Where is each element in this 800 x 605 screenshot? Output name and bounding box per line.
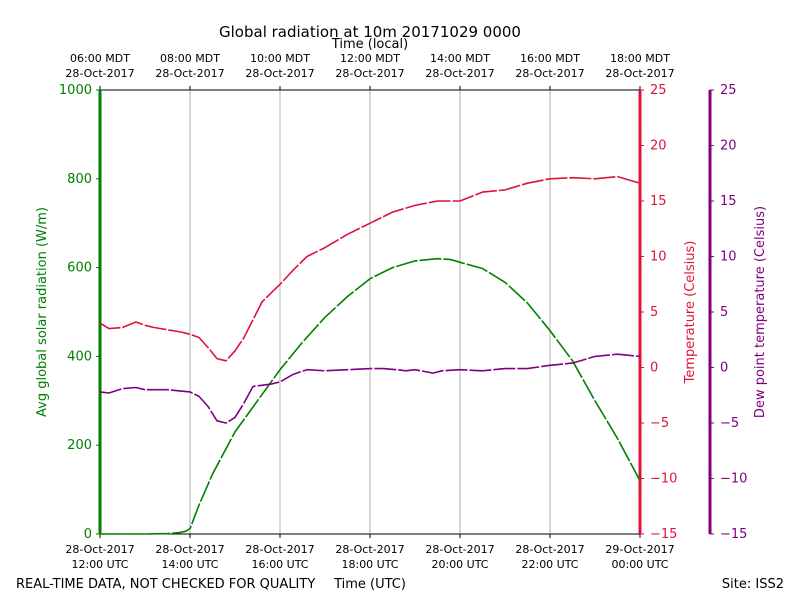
x-tick-utc-date: 28-Oct-2017 bbox=[155, 543, 224, 556]
temperature-axis-label: Temperature (Celsius) bbox=[683, 241, 698, 385]
temperature-tick-label: 25 bbox=[650, 83, 667, 98]
radiation-tick-label: 400 bbox=[67, 349, 92, 364]
x-tick-local-time: 16:00 MDT bbox=[520, 52, 580, 65]
temperature-tick-label: −5 bbox=[650, 416, 669, 431]
dewpoint-tick-label: 5 bbox=[720, 305, 728, 320]
quality-disclaimer: REAL-TIME DATA, NOT CHECKED FOR QUALITY bbox=[16, 577, 315, 592]
dewpoint-tick-label: 15 bbox=[720, 194, 737, 209]
temperature-tick-label: 10 bbox=[650, 250, 667, 265]
dewpoint-tick-label: −5 bbox=[720, 416, 739, 431]
temperature-tick-label: 20 bbox=[650, 139, 667, 154]
x-tick-utc-time: 14:00 UTC bbox=[161, 558, 218, 571]
series-line-radiation bbox=[100, 257, 641, 535]
temperature-tick-label: 5 bbox=[650, 305, 658, 320]
radiation-tick-label: 600 bbox=[67, 261, 92, 276]
chart-title: Global radiation at 10m 20171029 0000 bbox=[219, 23, 521, 41]
x-tick-local-date: 28-Oct-2017 bbox=[605, 67, 674, 80]
x-tick-utc-date: 28-Oct-2017 bbox=[335, 543, 404, 556]
x-tick-utc-date: 28-Oct-2017 bbox=[245, 543, 314, 556]
x-tick-utc-time: 18:00 UTC bbox=[341, 558, 398, 571]
x-tick-local-time: 06:00 MDT bbox=[70, 52, 130, 65]
temperature-tick-label: −10 bbox=[650, 472, 677, 487]
temperature-tick-label: 15 bbox=[650, 194, 667, 209]
dewpoint-tick-label: 20 bbox=[720, 139, 737, 154]
dewpoint-tick-label: 10 bbox=[720, 250, 737, 265]
dewpoint-tick-label: −15 bbox=[720, 527, 747, 542]
x-tick-utc-date: 29-Oct-2017 bbox=[605, 543, 674, 556]
x-tick-local-date: 28-Oct-2017 bbox=[245, 67, 314, 80]
temperature-tick-label: 0 bbox=[650, 361, 658, 376]
x-tick-local-date: 28-Oct-2017 bbox=[425, 67, 494, 80]
x-tick-local-date: 28-Oct-2017 bbox=[65, 67, 134, 80]
x-tick-utc-time: 22:00 UTC bbox=[521, 558, 578, 571]
x-tick-local-date: 28-Oct-2017 bbox=[515, 67, 584, 80]
radiation-axis-label: Avg global solar radiation (W/m) bbox=[35, 207, 50, 417]
series-line-temperature bbox=[99, 175, 641, 362]
plot-layer: 28-Oct-2017 12:00 UTC 28-Oct-2017 14:00 UTC… bbox=[35, 52, 768, 571]
x-tick-utc-time: 12:00 UTC bbox=[71, 558, 128, 571]
x-tick-utc-time: 00:00 UTC bbox=[611, 558, 668, 571]
dewpoint-axis-label: Dew point temperature (Celsius) bbox=[753, 206, 768, 418]
x-tick-local-time: 12:00 MDT bbox=[340, 52, 400, 65]
x-tick-local-time: 08:00 MDT bbox=[160, 52, 220, 65]
site-label: Site: ISS2 bbox=[722, 577, 784, 592]
x-tick-local-time: 14:00 MDT bbox=[430, 52, 490, 65]
radiation-tick-label: 200 bbox=[67, 438, 92, 453]
x-tick-utc-date: 28-Oct-2017 bbox=[425, 543, 494, 556]
dewpoint-tick-label: 25 bbox=[720, 83, 737, 98]
temperature-tick-label: −15 bbox=[650, 527, 677, 542]
x-tick-utc-time: 16:00 UTC bbox=[251, 558, 308, 571]
series-line-dewpoint bbox=[99, 353, 641, 424]
top-axis-label: Time (local) bbox=[331, 37, 408, 52]
x-tick-utc-date: 28-Oct-2017 bbox=[65, 543, 134, 556]
x-tick-local-time: 10:00 MDT bbox=[250, 52, 310, 65]
radiation-tick-label: 800 bbox=[67, 172, 92, 187]
dewpoint-tick-label: −10 bbox=[720, 472, 747, 487]
dewpoint-tick-label: 0 bbox=[720, 361, 728, 376]
bottom-axis-label: Time (UTC) bbox=[333, 577, 406, 592]
x-tick-local-time: 18:00 MDT bbox=[610, 52, 670, 65]
x-tick-local-date: 28-Oct-2017 bbox=[335, 67, 404, 80]
x-tick-utc-time: 20:00 UTC bbox=[431, 558, 488, 571]
radiation-tick-label: 1000 bbox=[59, 83, 92, 98]
x-tick-local-date: 28-Oct-2017 bbox=[155, 67, 224, 80]
radiation-tick-label: 0 bbox=[84, 527, 92, 542]
x-tick-utc-date: 28-Oct-2017 bbox=[515, 543, 584, 556]
